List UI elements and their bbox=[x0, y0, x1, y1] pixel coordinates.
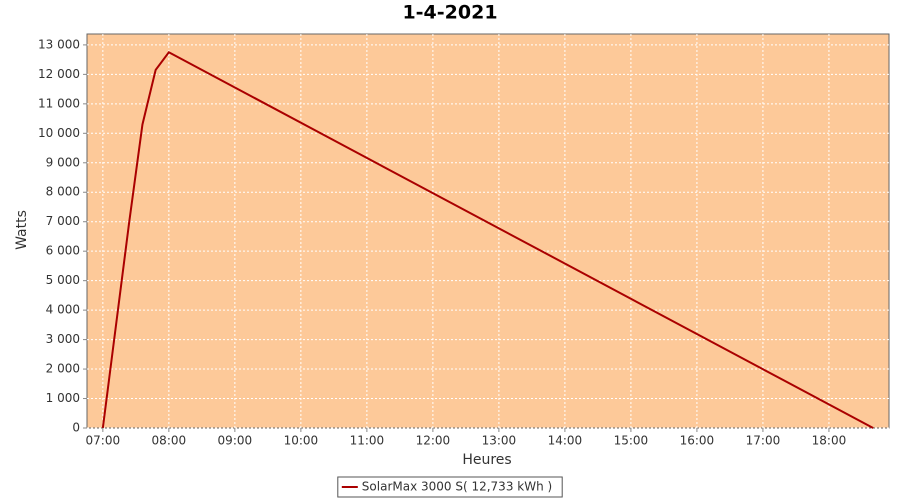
x-tick-label: 09:00 bbox=[218, 434, 253, 448]
x-axis-label: Heures bbox=[462, 452, 511, 468]
y-axis-label: Watts bbox=[14, 210, 30, 250]
y-tick-label: 0 bbox=[72, 421, 80, 435]
y-tick-label: 6 000 bbox=[46, 244, 80, 258]
x-tick-label: 07:00 bbox=[86, 434, 121, 448]
y-tick-label: 12 000 bbox=[38, 67, 80, 81]
y-tick-label: 10 000 bbox=[38, 126, 80, 140]
x-tick-label: 13:00 bbox=[482, 434, 517, 448]
y-tick-label: 5 000 bbox=[46, 273, 80, 287]
legend-label: SolarMax 3000 S( 12,733 kWh ) bbox=[362, 480, 552, 494]
y-tick-label: 11 000 bbox=[38, 96, 80, 110]
x-tick-label: 14:00 bbox=[548, 434, 583, 448]
x-tick-label: 10:00 bbox=[284, 434, 319, 448]
data-line bbox=[101, 50, 874, 429]
y-tick-label: 8 000 bbox=[46, 185, 80, 199]
y-tick-label: 1 000 bbox=[46, 391, 80, 405]
y-tick-label: 2 000 bbox=[46, 362, 80, 376]
x-tick-label: 15:00 bbox=[614, 434, 649, 448]
x-tick-label: 17:00 bbox=[746, 434, 781, 448]
chart-title: 1-4-2021 bbox=[402, 2, 497, 24]
y-tick-label: 7 000 bbox=[46, 214, 80, 228]
x-tick-label: 12:00 bbox=[416, 434, 451, 448]
y-tick-label: 13 000 bbox=[38, 37, 80, 51]
legend bbox=[337, 476, 563, 498]
y-tick-label: 3 000 bbox=[46, 332, 80, 346]
x-tick-label: 16:00 bbox=[680, 434, 715, 448]
y-tick-label: 9 000 bbox=[46, 155, 80, 169]
x-tick-label: 18:00 bbox=[812, 434, 847, 448]
plot-area bbox=[86, 33, 890, 429]
x-tick-label: 08:00 bbox=[152, 434, 187, 448]
y-tick-label: 4 000 bbox=[46, 303, 80, 317]
x-tick-label: 11:00 bbox=[350, 434, 385, 448]
